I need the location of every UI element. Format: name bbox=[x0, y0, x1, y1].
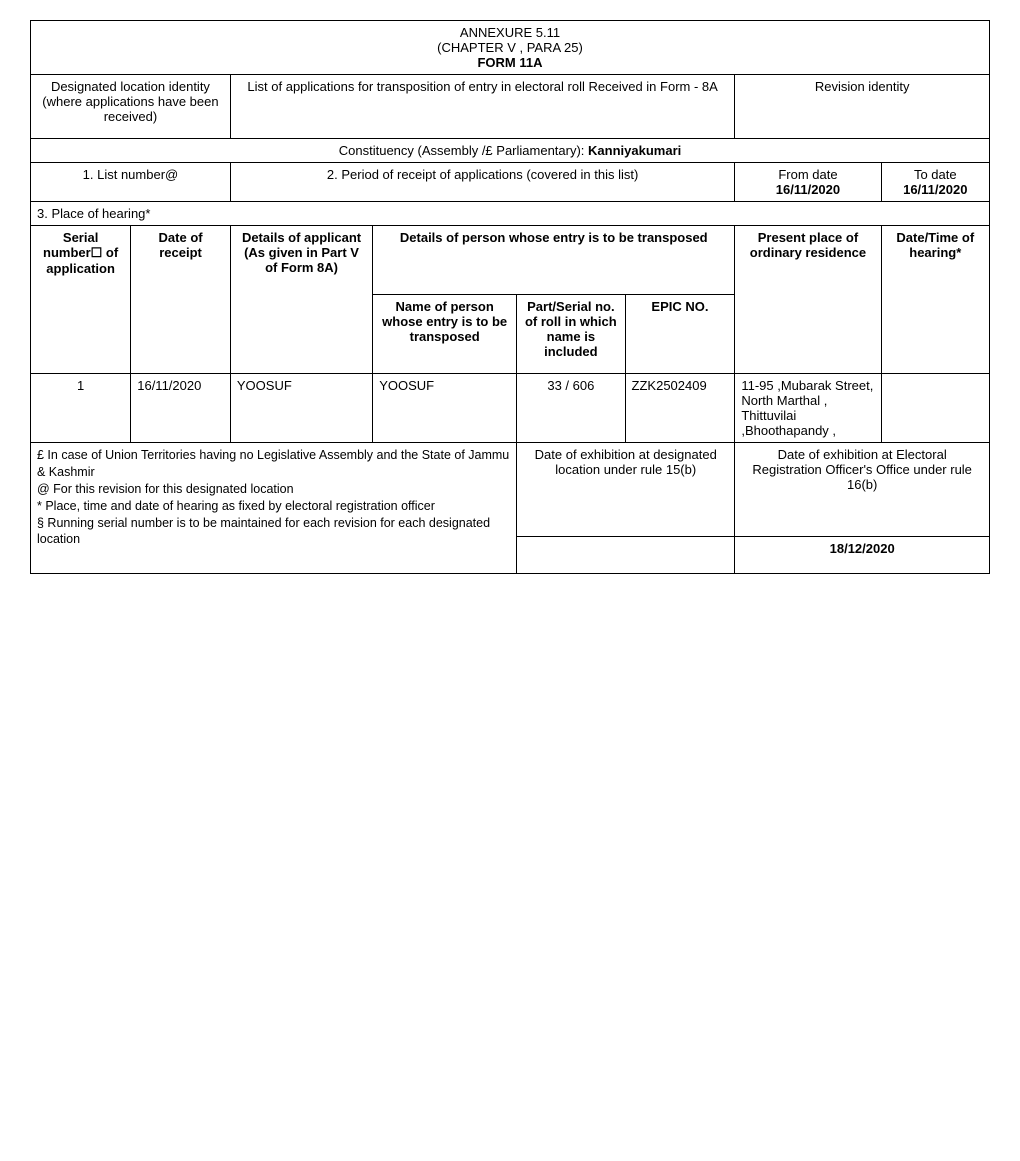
exh-designated-value-cell bbox=[517, 537, 735, 574]
to-date-label: To date bbox=[914, 167, 957, 182]
constituency-name: Kanniyakumari bbox=[588, 143, 681, 158]
place-of-hearing-cell: 3. Place of hearing* bbox=[31, 202, 990, 226]
exh-designated-label-cell: Date of exhibition at designated locatio… bbox=[517, 443, 735, 537]
revision-identity-label: Revision identity bbox=[815, 79, 910, 94]
constituency-cell: Constituency (Assembly /£ Parliamentary)… bbox=[31, 139, 990, 163]
cell-date: 16/11/2020 bbox=[131, 374, 231, 443]
table-row: 1 16/11/2020 YOOSUF YOOSUF 33 / 606 ZZK2… bbox=[31, 374, 990, 443]
exh-ero-label: Date of exhibition at Electoral Registra… bbox=[752, 447, 972, 492]
cell-epic: ZZK2502409 bbox=[625, 374, 735, 443]
list-number-label: 1. List number@ bbox=[83, 167, 179, 182]
place-of-hearing-label: 3. Place of hearing* bbox=[37, 206, 150, 221]
to-date-value: 16/11/2020 bbox=[903, 182, 967, 197]
exh-ero-value-cell: 18/12/2020 bbox=[735, 537, 990, 574]
col-applicant-details: Details of applicant (As given in Part V… bbox=[230, 226, 372, 374]
from-date-label: From date bbox=[778, 167, 837, 182]
cell-residence: 11-95 ,Mubarak Street, North Marthal , T… bbox=[735, 374, 881, 443]
footnote-4: § Running serial number is to be maintai… bbox=[37, 516, 490, 547]
cell-name: YOOSUF bbox=[373, 374, 517, 443]
exh-ero-label-cell: Date of exhibition at Electoral Registra… bbox=[735, 443, 990, 537]
col-name-person: Name of person whose entry is to be tran… bbox=[373, 295, 517, 374]
footnotes-cell: £ In case of Union Territories having no… bbox=[31, 443, 517, 574]
form-table: ANNEXURE 5.11 (CHAPTER V , PARA 25) FORM… bbox=[30, 20, 990, 574]
footnote-1: £ In case of Union Territories having no… bbox=[37, 448, 509, 479]
col-present-residence: Present place of ordinary residence bbox=[735, 226, 881, 374]
period-label: 2. Period of receipt of applications (co… bbox=[327, 167, 638, 182]
exh-ero-value: 18/12/2020 bbox=[830, 541, 895, 556]
chapter-line: (CHAPTER V , PARA 25) bbox=[37, 40, 983, 55]
cell-applicant: YOOSUF bbox=[230, 374, 372, 443]
footnote-2: @ For this revision for this designated … bbox=[37, 482, 294, 496]
cell-part: 33 / 606 bbox=[517, 374, 625, 443]
col-hearing: Date/Time of hearing* bbox=[881, 226, 989, 374]
list-description-cell: List of applications for transposition o… bbox=[230, 75, 734, 139]
annexure-line: ANNEXURE 5.11 bbox=[37, 25, 983, 40]
col-transposed-details: Details of person whose entry is to be t… bbox=[373, 226, 735, 295]
list-number-cell: 1. List number@ bbox=[31, 163, 231, 202]
cell-hearing bbox=[881, 374, 989, 443]
from-date-value: 16/11/2020 bbox=[776, 182, 840, 197]
footnote-3: * Place, time and date of hearing as fix… bbox=[37, 499, 435, 513]
form-line: FORM 11A bbox=[37, 55, 983, 70]
revision-identity-cell: Revision identity bbox=[735, 75, 990, 139]
constituency-prefix: Constituency (Assembly /£ Parliamentary)… bbox=[339, 143, 588, 158]
list-description-label: List of applications for transposition o… bbox=[247, 79, 717, 94]
col-serial: Serial number☐ of application bbox=[31, 226, 131, 374]
designated-location-cell: Designated location identity (where appl… bbox=[31, 75, 231, 139]
to-date-cell: To date 16/11/2020 bbox=[881, 163, 989, 202]
col-date-receipt: Date of receipt bbox=[131, 226, 231, 374]
col-epic: EPIC NO. bbox=[625, 295, 735, 374]
from-date-cell: From date 16/11/2020 bbox=[735, 163, 881, 202]
period-cell: 2. Period of receipt of applications (co… bbox=[230, 163, 734, 202]
title-block: ANNEXURE 5.11 (CHAPTER V , PARA 25) FORM… bbox=[31, 21, 990, 75]
cell-serial: 1 bbox=[31, 374, 131, 443]
designated-location-label: Designated location identity (where appl… bbox=[42, 79, 218, 124]
exh-designated-label: Date of exhibition at designated locatio… bbox=[535, 447, 717, 477]
col-part-serial: Part/Serial no. of roll in which name is… bbox=[517, 295, 625, 374]
